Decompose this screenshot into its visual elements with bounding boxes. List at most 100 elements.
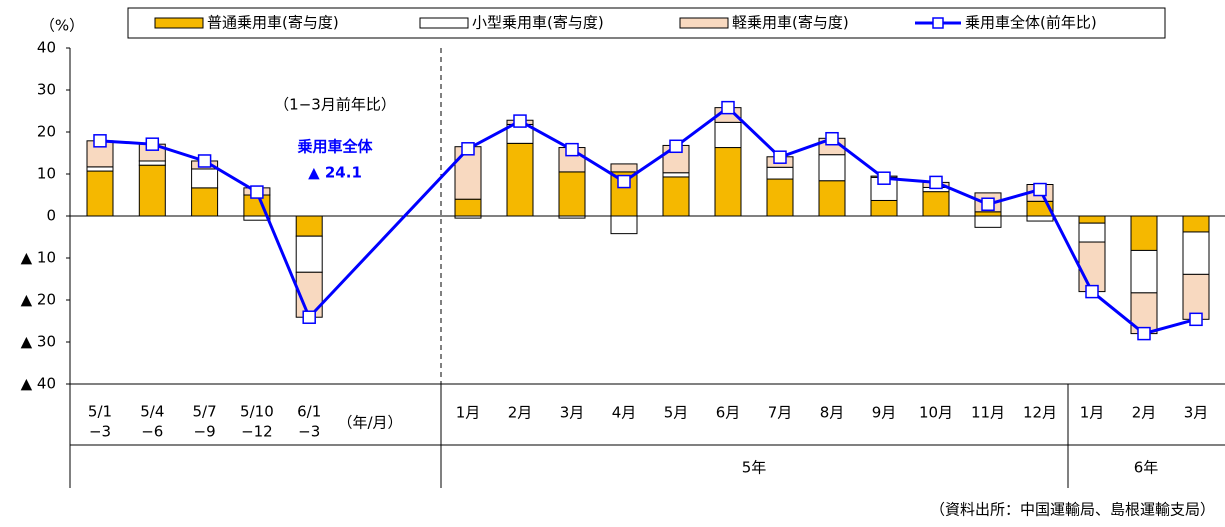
x-tick-label: 1月: [456, 404, 481, 422]
x-tick-label: −6: [141, 423, 163, 441]
x-tick-label: 5月: [664, 404, 689, 422]
line-marker: [145, 137, 160, 151]
bar: [610, 215, 638, 235]
line-marker: [250, 185, 264, 199]
y-tick-label: 40: [37, 39, 56, 57]
y-tick-label: ▲ 20: [21, 291, 56, 309]
bar: [766, 178, 794, 217]
line-marker: [302, 310, 316, 324]
x-tick-label: 7月: [768, 404, 793, 422]
group-label: 5年: [742, 459, 767, 477]
annotation: ▲ 24.1: [308, 164, 362, 182]
x-tick-label: 12月: [1023, 404, 1057, 422]
bar: [243, 215, 271, 221]
bar: [86, 170, 114, 217]
legend-label: 乗用車全体(前年比): [965, 14, 1097, 32]
line-marker: [981, 197, 995, 211]
bar: [454, 198, 482, 217]
bar: [818, 154, 846, 182]
bar: [662, 172, 690, 178]
line-marker: [93, 134, 107, 148]
bar: [1182, 215, 1210, 233]
x-tick-label: 2月: [508, 404, 533, 422]
x-tick-label: −3: [89, 423, 111, 441]
line-marker: [617, 174, 631, 189]
bar: [870, 199, 898, 217]
x-tick-label: 2月: [1132, 404, 1157, 422]
x-tick-label: 9月: [872, 404, 897, 422]
bar: [1182, 273, 1210, 320]
y-unit: （%）: [40, 17, 84, 35]
bar: [1078, 215, 1106, 224]
x-tick-label: −9: [194, 423, 216, 441]
bar: [610, 163, 638, 173]
y-tick-label: ▲ 40: [21, 375, 56, 393]
legend-marker: [932, 17, 944, 29]
line-marker: [1189, 312, 1203, 327]
bar: [295, 215, 323, 237]
line-marker: [721, 100, 735, 115]
line-marker: [1137, 326, 1151, 341]
y-tick-label: ▲ 10: [21, 249, 56, 267]
bar: [1130, 249, 1158, 294]
bar: [191, 168, 219, 189]
x-tick-label: 10月: [919, 404, 953, 422]
x-tick-label: 6/1: [297, 403, 321, 421]
bar: [766, 166, 794, 180]
bar: [1078, 241, 1106, 293]
y-tick-label: 0: [46, 207, 56, 225]
line-marker: [513, 114, 527, 128]
y-tick-label: 20: [37, 123, 56, 141]
x-tick-label: 1月: [1080, 404, 1105, 422]
line-marker: [669, 139, 683, 154]
line-marker: [773, 150, 787, 164]
legend-swatch: [679, 17, 729, 29]
bar: [191, 187, 219, 217]
bar: [138, 160, 166, 166]
annotation: 乗用車全体: [297, 138, 373, 156]
bar: [1078, 222, 1106, 243]
x-tick-label: 5/10: [240, 403, 274, 421]
x-tick-label: 5/7: [193, 403, 217, 421]
source: （資料出所：中国運輸局、島根運輸支局）: [930, 501, 1215, 519]
x-tick-label: 11月: [971, 404, 1005, 422]
y-tick-label: ▲ 30: [21, 333, 56, 351]
bar: [974, 211, 1002, 217]
legend-label: 軽乗用車(寄与度): [732, 14, 849, 32]
legend-label: 小型乗用車(寄与度): [472, 14, 604, 32]
bar: [974, 215, 1002, 228]
bar: [138, 164, 166, 217]
line-marker: [197, 154, 212, 168]
legend-swatch: [154, 17, 204, 29]
x-tick-label: 3月: [560, 404, 585, 422]
bar: [558, 171, 586, 217]
x-tick-label: 5/1: [88, 403, 112, 421]
bar: [295, 235, 323, 273]
y-tick-label: 10: [37, 165, 56, 183]
bar: [714, 147, 742, 217]
legend-box: [127, 7, 1166, 39]
x-tick-label: 3月: [1184, 404, 1209, 422]
bar: [662, 176, 690, 217]
x-tick-label: 4月: [612, 404, 637, 422]
x-unit-label: （年/月）: [337, 414, 402, 432]
bar: [1130, 215, 1158, 251]
legend-label: 普通乗用車(寄与度): [207, 14, 339, 32]
group-label: 6年: [1134, 459, 1159, 477]
bar: [922, 191, 950, 217]
line-marker: [1085, 284, 1099, 299]
x-tick-label: 5/4: [140, 403, 164, 421]
bar: [818, 180, 846, 217]
line-marker: [825, 131, 839, 146]
legend-swatch: [419, 17, 469, 29]
x-tick-label: 8月: [820, 404, 845, 422]
annotation: （1−3月前年比）: [274, 96, 396, 114]
line-marker: [1033, 182, 1047, 197]
y-tick-label: 30: [37, 81, 56, 99]
line-marker: [461, 142, 475, 156]
bar: [1182, 231, 1210, 275]
x-tick-label: 6月: [716, 404, 741, 422]
x-tick-label: −3: [298, 423, 320, 441]
bar: [454, 215, 482, 219]
